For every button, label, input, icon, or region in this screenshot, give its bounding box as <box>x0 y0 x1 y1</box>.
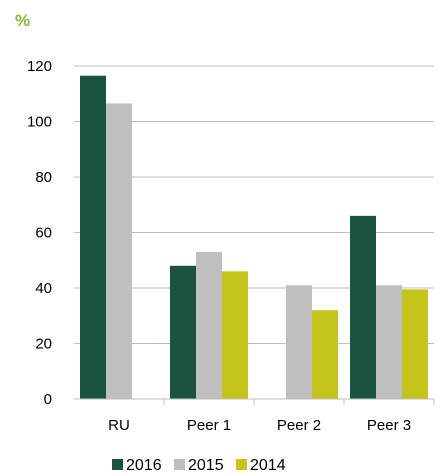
bars <box>80 75 428 400</box>
bar-peer-2-2014 <box>312 310 338 399</box>
unit-label: % <box>15 11 30 30</box>
x-tick-label-3: Peer 3 <box>367 417 411 434</box>
bar-peer-1-2016 <box>170 265 196 399</box>
y-tick-label-120: 120 <box>27 58 52 75</box>
legend-label-2016: 2016 <box>126 457 162 474</box>
y-tick-label-40: 40 <box>35 280 52 297</box>
legend-label-2015: 2015 <box>188 457 224 474</box>
bar-peer-3-2016 <box>350 215 376 399</box>
y-tick-label-100: 100 <box>27 114 52 131</box>
x-tick-label-2: Peer 2 <box>277 417 321 434</box>
y-tick-label-60: 60 <box>35 225 52 242</box>
bar-ru-2015 <box>106 103 132 400</box>
y-tick-label-0: 0 <box>44 391 52 408</box>
bar-peer-3-2014 <box>402 289 428 399</box>
bar-peer-3-2015 <box>376 285 402 399</box>
bar-peer-1-2014 <box>222 271 248 399</box>
x-tick-label-1: Peer 1 <box>187 417 231 434</box>
bar-peer-2-2015 <box>286 285 312 399</box>
legend-swatch-2015 <box>174 459 185 470</box>
bar-peer-1-2015 <box>196 251 222 399</box>
legend-label-2014: 2014 <box>250 457 286 474</box>
y-tick-label-20: 20 <box>35 336 52 353</box>
y-tick-label-80: 80 <box>35 169 52 186</box>
legend-swatch-2014 <box>236 459 247 470</box>
bar-ru-2016 <box>80 75 106 400</box>
x-tick-label-0: RU <box>108 417 130 434</box>
legend-swatch-2016 <box>112 459 123 470</box>
axes: 0 20 40 60 80 100 120 RU Peer 1 Peer 2 Peer 3 <box>27 58 435 434</box>
legend: 2016 2015 2014 <box>112 457 286 474</box>
